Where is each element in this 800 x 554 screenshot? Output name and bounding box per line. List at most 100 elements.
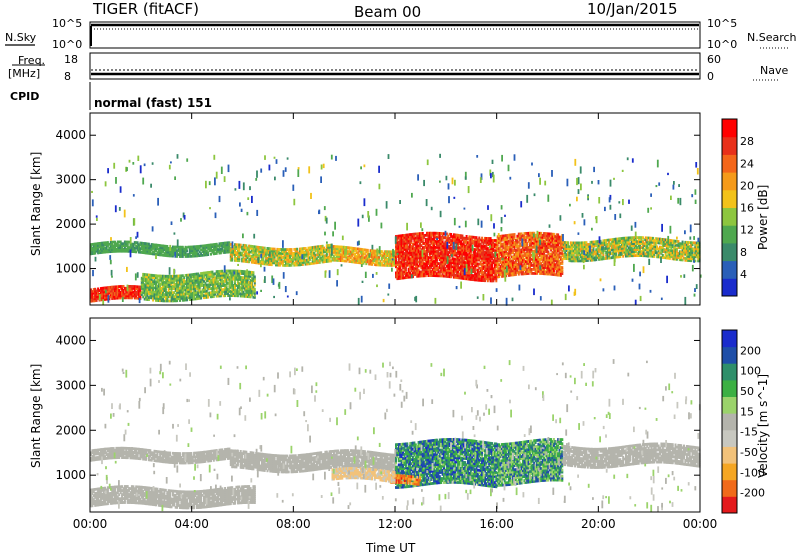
data-cell bbox=[105, 243, 108, 246]
data-cell bbox=[657, 237, 660, 241]
data-cell bbox=[548, 234, 551, 238]
data-cell bbox=[493, 275, 496, 279]
data-cell bbox=[601, 251, 603, 255]
data-cell bbox=[423, 268, 426, 272]
data-cell bbox=[545, 238, 548, 242]
data-cell bbox=[491, 247, 493, 250]
data-cell bbox=[195, 250, 198, 254]
data-cell bbox=[534, 249, 537, 253]
data-cell bbox=[371, 257, 373, 260]
data-cell bbox=[287, 264, 290, 267]
data-cell bbox=[156, 251, 159, 254]
data-cell bbox=[458, 240, 461, 243]
data-cell bbox=[159, 278, 162, 282]
data-cell bbox=[406, 243, 409, 247]
data-cell bbox=[561, 244, 564, 247]
data-cell bbox=[478, 244, 481, 248]
data-cell bbox=[122, 247, 125, 251]
data-cell bbox=[581, 257, 584, 261]
data-cell bbox=[476, 244, 479, 248]
data-cell bbox=[651, 236, 654, 240]
data-cell bbox=[514, 267, 517, 270]
data-cell bbox=[455, 255, 458, 259]
data-cell bbox=[424, 240, 427, 243]
data-cell bbox=[530, 239, 533, 243]
data-cell bbox=[559, 243, 562, 247]
data-cell bbox=[610, 244, 613, 248]
data-cell bbox=[540, 272, 543, 275]
data-cell bbox=[406, 247, 409, 251]
data-cell bbox=[482, 242, 485, 246]
data-cell bbox=[109, 248, 112, 252]
data-cell bbox=[561, 254, 564, 257]
data-cell bbox=[337, 259, 340, 262]
data-cell bbox=[557, 257, 560, 261]
data-cell bbox=[510, 263, 513, 267]
data-cell bbox=[557, 259, 560, 263]
data-cell bbox=[636, 252, 639, 255]
data-cell bbox=[520, 270, 523, 274]
data-cell bbox=[474, 250, 477, 253]
data-cell bbox=[421, 240, 424, 243]
data-cell bbox=[598, 258, 601, 261]
data-cell bbox=[642, 242, 644, 246]
data-cell bbox=[562, 255, 565, 258]
data-cell bbox=[248, 250, 251, 254]
data-cell bbox=[91, 246, 94, 250]
data-cell bbox=[427, 239, 430, 243]
data-cell bbox=[543, 250, 546, 253]
data-cell bbox=[122, 288, 125, 292]
data-cell bbox=[404, 266, 407, 269]
data-cell bbox=[491, 261, 493, 265]
data-cell bbox=[400, 242, 403, 246]
data-cell bbox=[555, 251, 558, 255]
data-cell bbox=[509, 235, 512, 239]
data-cell bbox=[509, 253, 512, 257]
data-cell bbox=[472, 256, 475, 259]
data-cell bbox=[469, 237, 472, 241]
data-cell bbox=[160, 278, 163, 282]
data-cell bbox=[411, 267, 414, 270]
data-cell bbox=[342, 259, 345, 263]
data-cell bbox=[397, 252, 400, 256]
data-cell bbox=[505, 262, 508, 266]
data-cell bbox=[212, 243, 215, 246]
data-cell bbox=[561, 260, 564, 263]
data-cell bbox=[143, 297, 146, 301]
data-cell bbox=[392, 256, 395, 259]
data-cell bbox=[671, 255, 674, 259]
data-cell bbox=[526, 236, 529, 239]
data-cell bbox=[551, 258, 554, 262]
data-cell bbox=[149, 277, 152, 281]
data-cell bbox=[540, 262, 543, 265]
data-cell bbox=[427, 266, 430, 269]
data-cell bbox=[373, 253, 376, 257]
data-cell bbox=[636, 248, 639, 251]
data-cell bbox=[657, 247, 660, 251]
data-cell bbox=[488, 273, 491, 277]
data-cell bbox=[529, 260, 531, 263]
data-cell bbox=[210, 249, 212, 252]
data-cell bbox=[547, 252, 550, 256]
data-cell bbox=[290, 258, 293, 261]
data-cell bbox=[444, 272, 447, 276]
data-cell bbox=[407, 269, 410, 273]
data-cell bbox=[91, 243, 94, 246]
data-cell bbox=[128, 290, 131, 294]
data-cell bbox=[507, 247, 510, 251]
data-cell bbox=[506, 246, 509, 249]
data-cell bbox=[393, 262, 396, 265]
data-cell bbox=[435, 256, 438, 259]
data-cell bbox=[441, 248, 444, 252]
data-cell bbox=[690, 243, 693, 247]
data-cell bbox=[97, 287, 100, 291]
data-cell bbox=[491, 271, 493, 275]
data-cell bbox=[434, 258, 437, 261]
data-cell bbox=[159, 284, 162, 288]
data-cell bbox=[266, 247, 269, 250]
data-cell bbox=[259, 248, 262, 251]
data-cell bbox=[393, 256, 396, 259]
data-cell bbox=[469, 261, 472, 265]
data-cell bbox=[468, 257, 471, 261]
data-cell bbox=[530, 249, 533, 253]
